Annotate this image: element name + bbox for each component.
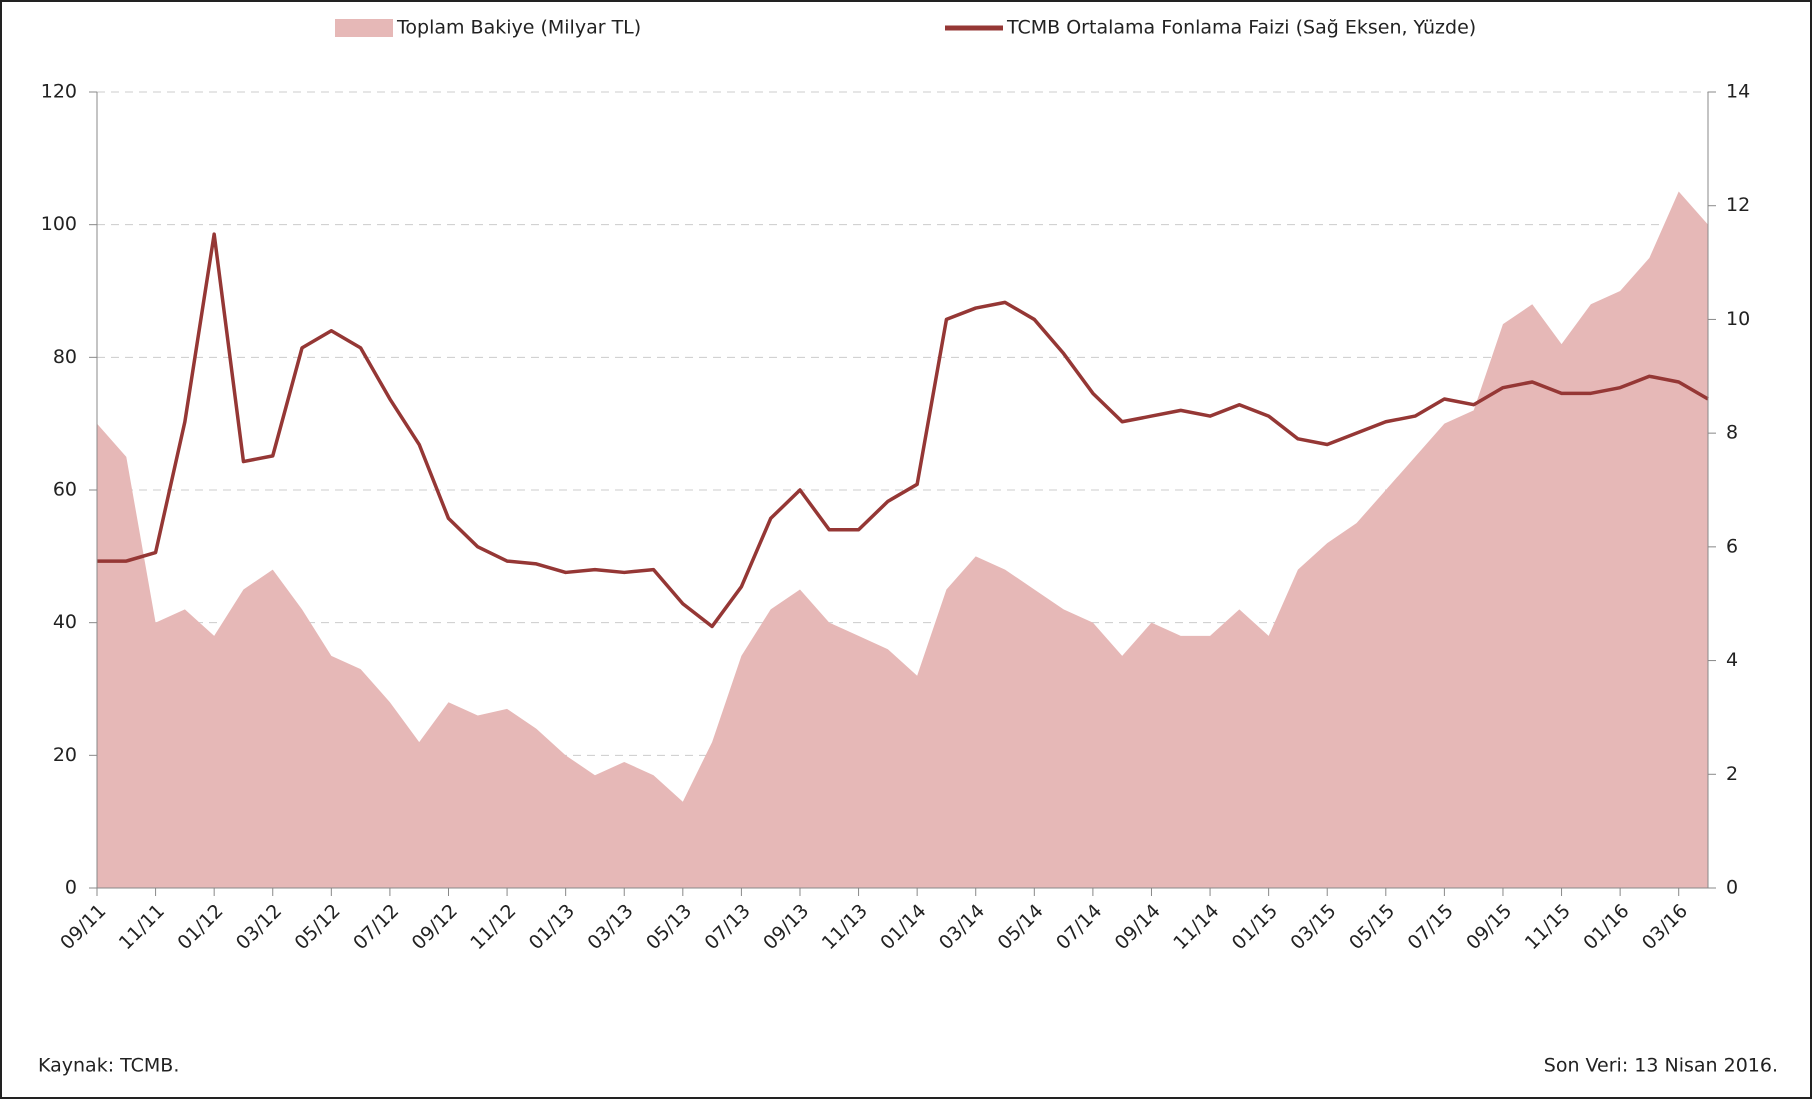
y-tick-label: 120 bbox=[41, 81, 77, 103]
y-tick-label: 100 bbox=[41, 213, 77, 235]
y2-tick-label: 14 bbox=[1726, 81, 1750, 103]
y2-tick-label: 0 bbox=[1726, 877, 1738, 899]
y2-tick-label: 6 bbox=[1726, 535, 1738, 557]
y2-tick-label: 4 bbox=[1726, 649, 1738, 671]
source: Kaynak: TCMB. bbox=[38, 1055, 179, 1077]
y-tick-label: 40 bbox=[53, 611, 77, 633]
y-tick-label: 60 bbox=[53, 479, 77, 501]
y2-tick-label: 2 bbox=[1726, 763, 1738, 785]
area bbox=[97, 191, 1708, 888]
line bbox=[97, 232, 1709, 629]
y2-tick-label: 12 bbox=[1726, 194, 1750, 216]
y2-tick-label: 8 bbox=[1726, 422, 1738, 444]
legend-label: TCMB Ortalama Fonlama Faizi (Sağ Eksen, … bbox=[1006, 17, 1476, 39]
y-tick-label: 0 bbox=[65, 877, 77, 899]
legend-label: Toplam Bakiye (Milyar TL) bbox=[396, 17, 641, 39]
y-tick-label: 80 bbox=[53, 346, 77, 368]
note: Son Veri: 13 Nisan 2016. bbox=[1544, 1055, 1778, 1077]
legend-swatch bbox=[335, 19, 393, 37]
y-tick-label: 20 bbox=[53, 744, 77, 766]
y2-tick-label: 10 bbox=[1726, 308, 1750, 330]
